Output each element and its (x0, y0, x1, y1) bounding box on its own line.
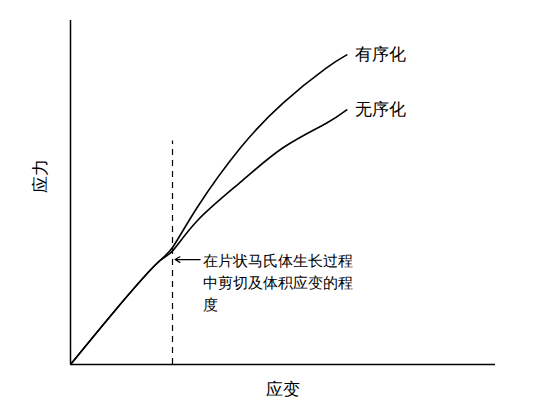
svg-text:在片状马氏体生长过程中剪切及体积应变的程度: 在片状马氏体生长过程中剪切及体积应变的程度 (203, 252, 353, 313)
svg-text:应变: 应变 (266, 379, 300, 399)
svg-text:应力: 应力 (30, 159, 50, 193)
svg-text:无序化: 无序化 (355, 99, 406, 119)
svg-text:有序化: 有序化 (355, 44, 406, 64)
